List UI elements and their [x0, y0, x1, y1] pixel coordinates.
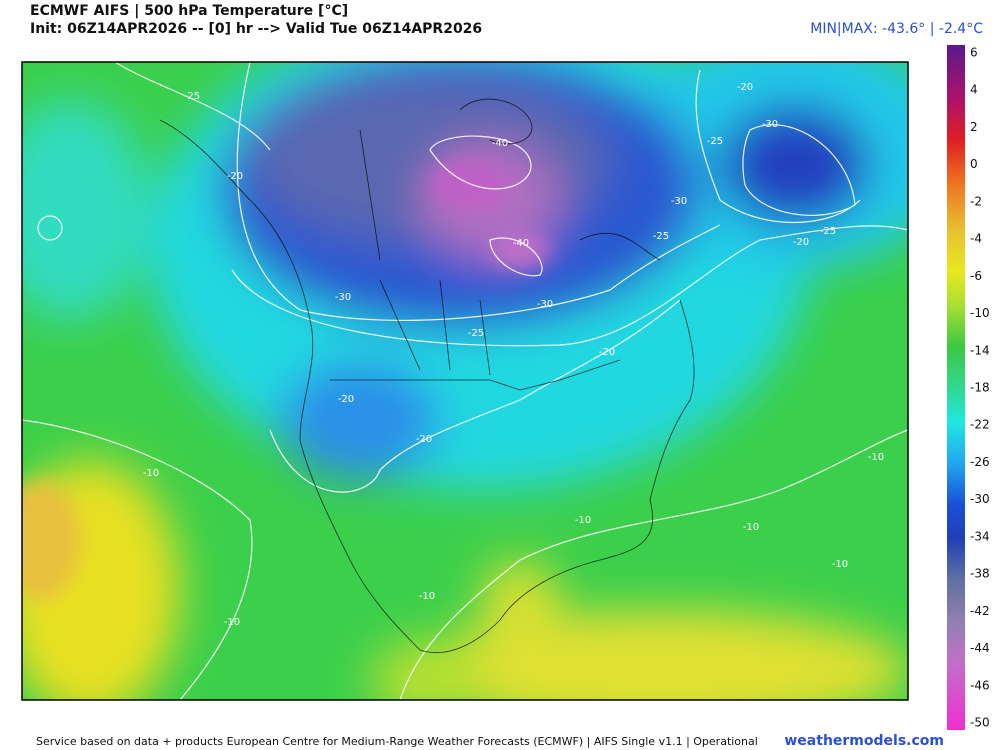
contour-labels: -25 -20 -40 -40 -30 -30 -25 -20 -25 -30 -25 -20 -30 -…: [143, 82, 884, 628]
contour-label: -20: [227, 171, 243, 182]
contour-label: -10: [224, 617, 240, 628]
colorbar-label: -42: [970, 604, 990, 618]
subtitle: Init: 06Z14APR2026 -- [0] hr --> Valid T…: [30, 21, 482, 37]
colorbar-label: 2: [970, 120, 978, 134]
contour-label: -10: [743, 522, 759, 533]
site: weathermodels.com: [784, 733, 944, 749]
colorbar-label: -14: [970, 343, 990, 357]
title: ECMWF AIFS | 500 hPa Temperature [°C]: [30, 3, 348, 19]
colorbar-label: -18: [970, 381, 990, 395]
colorbar-label: -2: [970, 194, 982, 208]
contour-label: -10: [868, 452, 884, 463]
colorbar-label: -6: [970, 269, 982, 283]
contour-label: -10: [832, 559, 848, 570]
colorbar-label: -22: [970, 418, 990, 432]
contour-label: -10: [143, 468, 159, 479]
contour-label: -20: [737, 82, 753, 93]
contour-label: -30: [671, 196, 687, 207]
contour-label: -10: [575, 515, 591, 526]
colorbar: [947, 45, 965, 730]
contour-label: -20: [599, 347, 615, 358]
colorbar-label: 6: [970, 46, 978, 60]
credit: Service based on data + products Europea…: [36, 735, 758, 748]
colorbar-label: -38: [970, 567, 990, 581]
contour-label: -25: [820, 226, 836, 237]
colorbar-labels: 6 4 2 0 -2 -4 -6 -10 -14 -18 -22 -26 -30 -34 -38 -42 -44…: [970, 46, 990, 730]
contour-label: -25: [184, 91, 200, 102]
contour-label: -40: [492, 138, 508, 149]
colorbar-label: -30: [970, 492, 990, 506]
colorbar-label: 0: [970, 157, 978, 171]
map: -25 -20 -40 -40 -30 -30 -25 -20 -25 -30 -25 -20 -30 -…: [22, 62, 908, 700]
contour-label: -20: [416, 434, 432, 445]
contour-label: -30: [335, 292, 351, 303]
colorbar-label: -46: [970, 678, 990, 692]
colorbar-label: -26: [970, 455, 990, 469]
colorbar-label: -4: [970, 232, 982, 246]
contour-label: -10: [419, 591, 435, 602]
colorbar-label: -50: [970, 716, 990, 730]
contour-label: -25: [468, 328, 484, 339]
contour-label: -30: [537, 299, 553, 310]
colorbar-label: -10: [970, 306, 990, 320]
contour-label: -25: [707, 136, 723, 147]
colorbar-label: -34: [970, 529, 990, 543]
contour-label: -20: [793, 237, 809, 248]
map-frame: [21, 61, 909, 701]
colorbar-label: -44: [970, 641, 990, 655]
contour-label: -30: [762, 119, 778, 130]
colorbar-label: 4: [970, 83, 978, 97]
contour-label: -25: [653, 231, 669, 242]
contour-label: -20: [338, 394, 354, 405]
min-max: MIN|MAX: -43.6° | -2.4°C: [810, 21, 983, 37]
contour-label: -40: [513, 238, 529, 249]
